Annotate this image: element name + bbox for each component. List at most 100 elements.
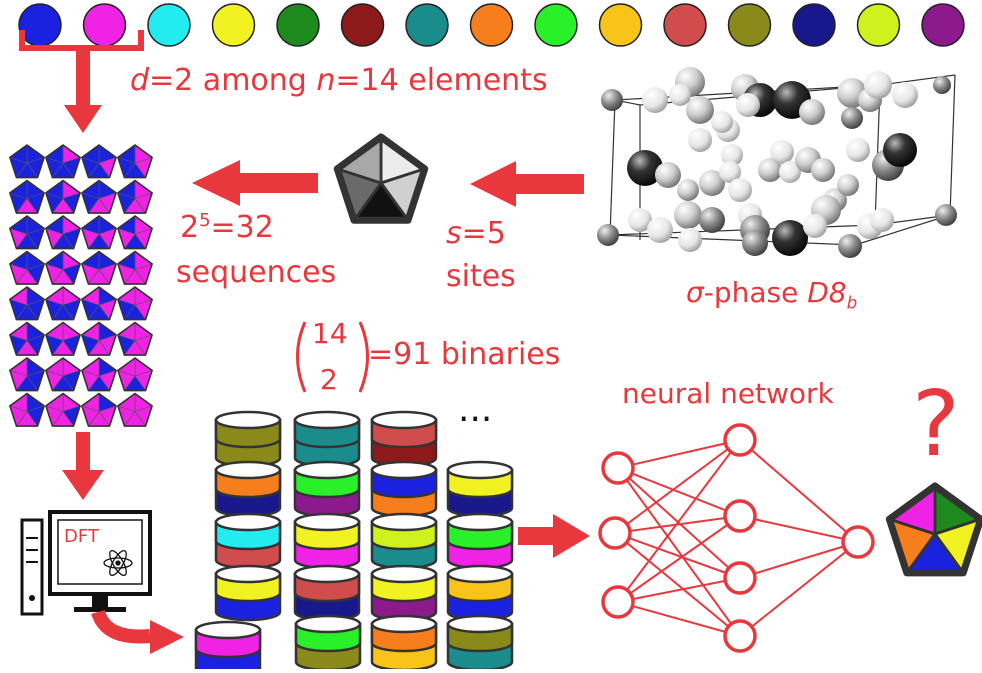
network-edge <box>617 439 741 603</box>
sequence-pentagon-icon <box>9 392 45 427</box>
element-dot <box>534 3 578 47</box>
sequence-pentagon-icon <box>81 179 117 214</box>
atom <box>628 208 652 232</box>
sequence-pentagon-icon <box>45 357 81 392</box>
atom <box>811 158 835 182</box>
network-edge <box>614 532 741 579</box>
element-dot <box>921 3 965 47</box>
atom <box>883 133 917 167</box>
binary-database-icon <box>214 410 282 468</box>
phase-label: σ-phase D8b <box>686 276 858 313</box>
sequence-pentagon-icon <box>45 144 81 179</box>
sequence-grid <box>9 144 153 427</box>
sequence-pentagon-icon <box>81 392 117 427</box>
atom <box>655 162 681 188</box>
sites-word-label: sites <box>446 259 516 294</box>
atom <box>728 178 752 202</box>
atom <box>870 208 894 232</box>
atom <box>758 158 782 182</box>
sequence-pentagon-icon <box>117 250 153 285</box>
atom <box>846 138 870 162</box>
sequence-pentagon-icon <box>9 321 45 356</box>
binary-database-icon <box>214 564 282 622</box>
atom <box>674 201 702 229</box>
atom <box>642 87 668 113</box>
sequence-pentagon-icon <box>45 215 81 250</box>
curved-arrow-icon <box>91 609 184 654</box>
binary-database-icon <box>370 410 438 468</box>
sequence-pentagon-icon <box>81 286 117 321</box>
sequence-pentagon-icon <box>117 357 153 392</box>
binary-database-icon <box>370 460 438 518</box>
element-dot <box>598 3 643 47</box>
network-node <box>723 619 757 653</box>
atom <box>627 150 663 186</box>
sequence-pentagon-icon <box>9 144 45 179</box>
element-dot <box>276 3 320 47</box>
element-dot <box>340 3 385 47</box>
element-dot <box>405 3 449 47</box>
network-edge <box>617 601 741 637</box>
sequence-pentagon-icon <box>45 250 81 285</box>
output-pentagon-icon <box>885 482 982 577</box>
sequence-pentagon-icon <box>117 392 153 427</box>
binary-database-icon <box>194 620 262 673</box>
binomial-bottom: 2 <box>320 363 338 396</box>
arrow-down-icon <box>62 432 104 500</box>
network-node <box>723 561 757 595</box>
neural-network-label: neural network <box>622 377 834 410</box>
element-dot <box>18 3 62 47</box>
network-edge <box>614 439 741 534</box>
atom <box>601 89 623 111</box>
cell-edge <box>854 214 951 246</box>
atom <box>770 140 794 164</box>
binary-database-icon <box>214 460 282 518</box>
binary-database-icon <box>370 512 438 570</box>
network-edge <box>739 515 859 543</box>
atom <box>935 204 957 226</box>
atom <box>892 82 918 108</box>
sequence-pentagon-icon <box>81 321 117 356</box>
question-mark: ? <box>912 372 960 477</box>
element-palette <box>18 3 965 47</box>
element-dot <box>469 3 514 47</box>
atom <box>678 228 702 252</box>
sequences-count-label: 25=32 <box>180 210 274 245</box>
binomial-top: 14 <box>312 317 348 350</box>
atom <box>772 220 808 256</box>
atom <box>677 179 699 201</box>
sequence-pentagon-icon <box>9 286 45 321</box>
sequence-pentagon-icon <box>117 179 153 214</box>
binary-database-icon <box>370 614 438 672</box>
binomial-parentheses <box>296 321 369 393</box>
atom <box>711 111 733 133</box>
atom <box>688 128 712 152</box>
cell-edge <box>949 74 956 216</box>
sequence-pentagon-icon <box>45 179 81 214</box>
site-pentagon-icon <box>333 133 429 224</box>
sequence-pentagon-icon <box>81 357 117 392</box>
sequence-pentagon-icon <box>81 250 117 285</box>
atom <box>647 217 673 243</box>
sequence-pentagon-icon <box>9 250 45 285</box>
sequence-pentagon-icon <box>9 357 45 392</box>
atom <box>699 207 725 233</box>
binary-database-icon <box>446 460 514 518</box>
sites-count-label: s=5 <box>446 216 506 251</box>
atom <box>933 76 951 94</box>
network-node <box>598 516 632 550</box>
atom <box>779 161 801 183</box>
arrow-left-icon <box>192 160 318 206</box>
binary-database-icon <box>446 564 514 622</box>
network-edge <box>739 439 859 543</box>
network-edge <box>617 439 741 469</box>
binary-database-icon <box>293 564 361 622</box>
sequence-pentagon-icon <box>117 321 153 356</box>
atom <box>721 144 743 166</box>
network-node <box>841 525 875 559</box>
atom <box>686 96 714 124</box>
atom <box>597 224 619 246</box>
binary-database-icon <box>446 614 514 672</box>
